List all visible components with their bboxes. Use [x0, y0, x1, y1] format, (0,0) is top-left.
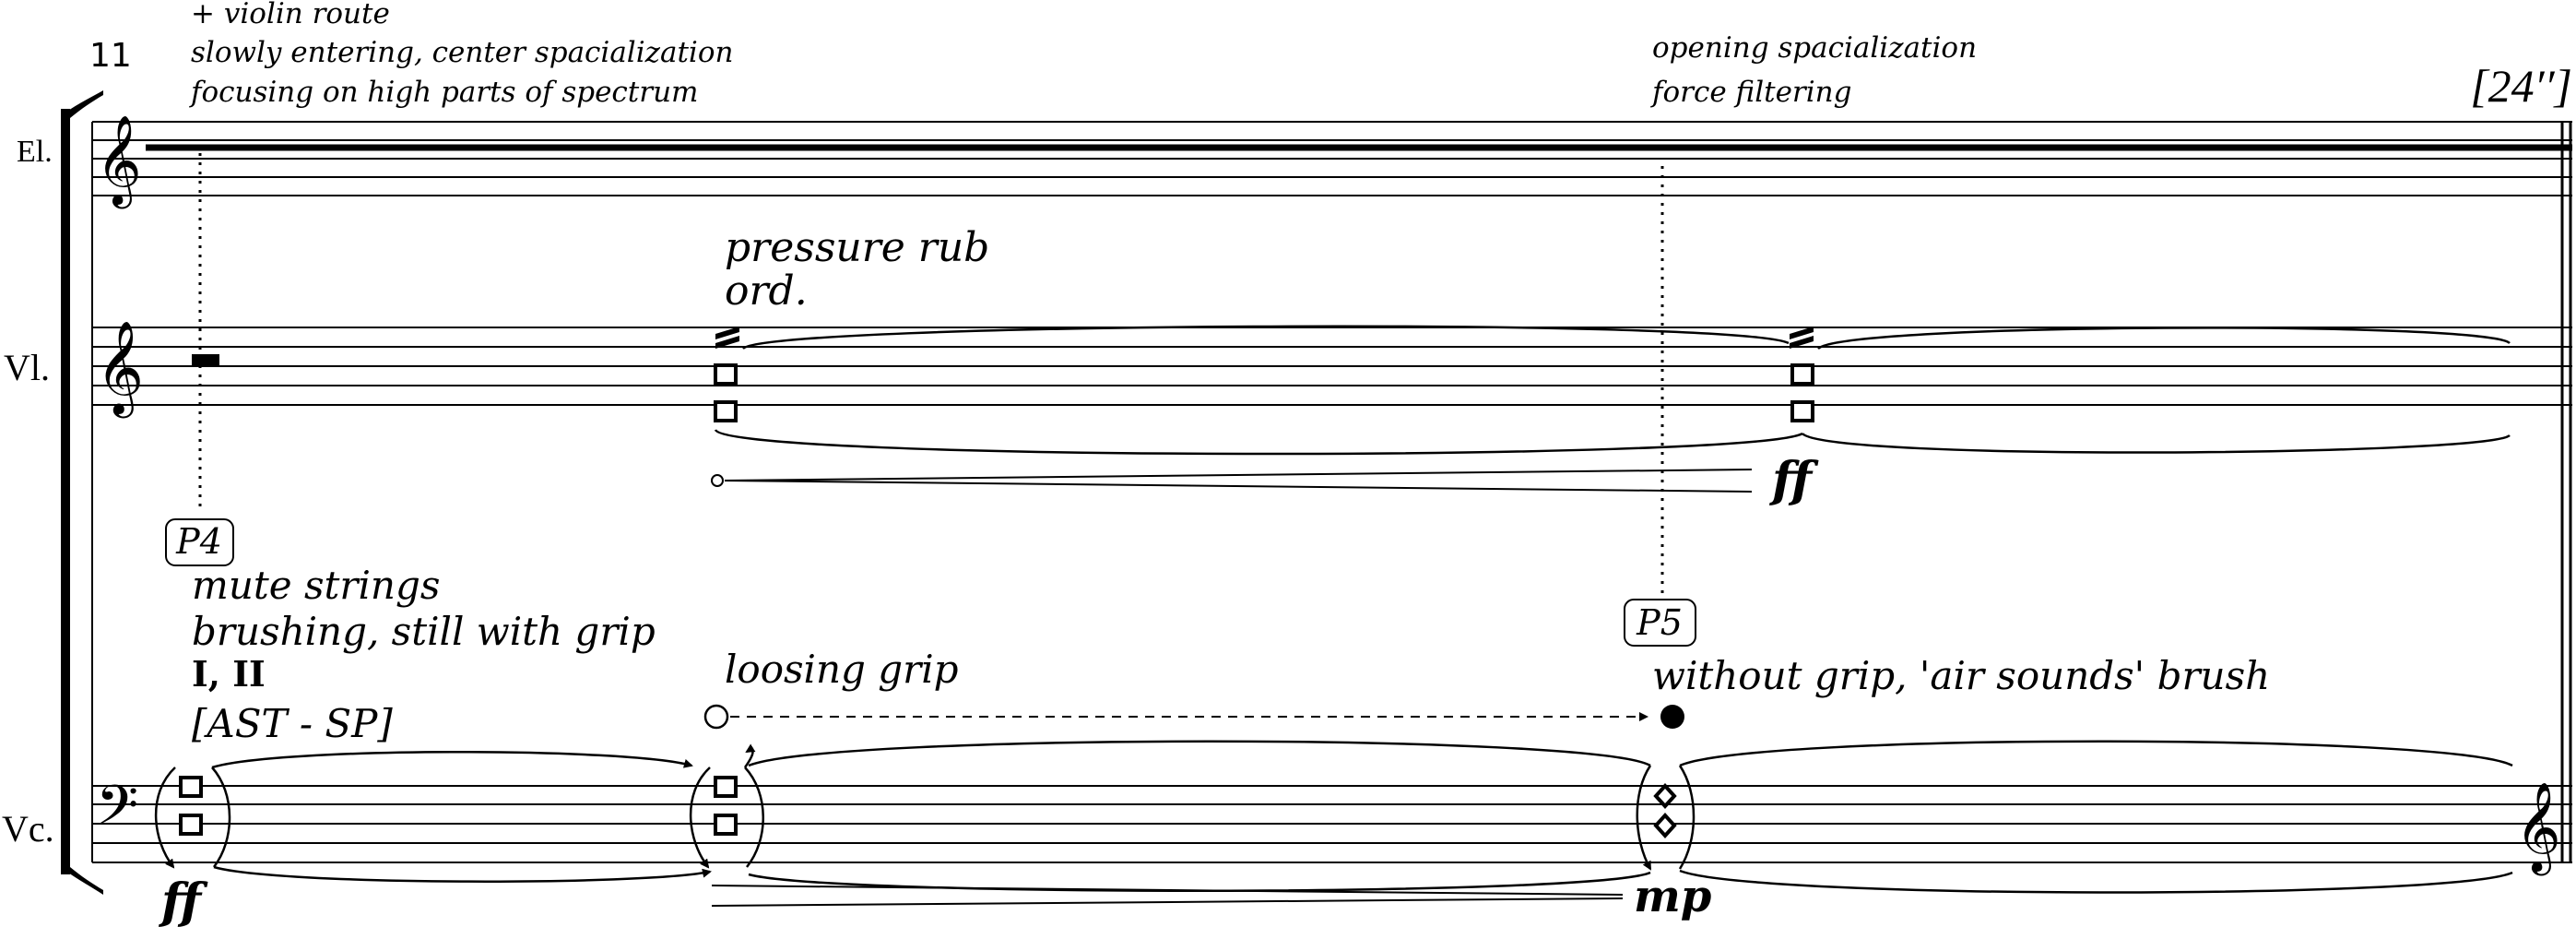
- treble-clef-change-cello: 𝄞: [2515, 781, 2561, 875]
- violin-dynamic: ff: [1768, 452, 1819, 508]
- violin-technique: pressure rub ord.: [725, 224, 989, 315]
- cello-grip-change: loosing grip: [725, 647, 959, 692]
- electronics-note-line: + violin route: [191, 0, 390, 30]
- electronics-note-first: + violin route slowly entering, center s…: [189, 0, 733, 109]
- violin-slur: [714, 325, 2511, 456]
- tremolo-icon: [1790, 327, 1814, 349]
- cello-strings: I, II: [192, 653, 266, 695]
- staff-cello: [92, 785, 2572, 863]
- measure-number: 11: [89, 37, 132, 75]
- bass-clef-cello: 𝄢: [96, 773, 138, 850]
- electronics-note-line: opening spacialization: [1652, 31, 1977, 65]
- cello-air-sounds: without grip, 'air sounds' brush: [1652, 653, 2270, 698]
- treble-clef-violin: 𝄞: [96, 319, 144, 419]
- instrument-name-violin: Vl.: [4, 347, 50, 388]
- violin-crescendo-hairpin: [711, 469, 1753, 493]
- electronics-note-line: force filtering: [1650, 76, 1851, 109]
- electronics-note-line: slowly entering, center spacialization: [191, 36, 733, 69]
- violin-technique-line: pressure rub: [725, 224, 989, 271]
- cello-technique: mute strings brushing, still with grip: [192, 563, 656, 654]
- staff-electronics: [92, 121, 2572, 196]
- cello-slur: [154, 740, 2513, 894]
- violin-technique-line: ord.: [725, 267, 808, 315]
- violin-notehead-square: [714, 363, 1814, 422]
- violin-rest: [192, 354, 219, 366]
- staff-violin: [92, 327, 2572, 406]
- cue-label-p4: P4: [175, 521, 222, 562]
- system-bracket: [61, 90, 103, 895]
- cue-box-p5: P5: [1624, 599, 1696, 647]
- cello-technique-line: mute strings: [192, 563, 440, 608]
- cello-decrescendo-hairpin: [711, 885, 1624, 907]
- cello-end-dynamic: mp: [1634, 871, 1711, 922]
- treble-clef-electronics: 𝄞: [96, 114, 142, 208]
- electronics-note-line: focusing on high parts of spectrum: [189, 76, 698, 109]
- instrument-name-cello: Vc.: [2, 808, 54, 850]
- cello-position: [AST - SP]: [192, 701, 393, 746]
- cello-technique-line: brushing, still with grip: [192, 609, 656, 654]
- cello-notehead-square: [179, 776, 738, 836]
- cue-box-p4: P4: [165, 518, 234, 566]
- tremolo-icon: [715, 327, 739, 349]
- cello-start-dynamic: ff: [158, 874, 208, 927]
- barline-end: [2560, 122, 2572, 862]
- grip-transition-arrow: [703, 704, 1684, 730]
- instrument-name-electronics: El.: [17, 135, 53, 169]
- time-marking: [24′′]: [2470, 60, 2572, 112]
- electronics-note-second: opening spacialization force filtering: [1650, 31, 1977, 109]
- cello-notehead-diamond: [1653, 783, 1677, 838]
- cue-label-p5: P5: [1636, 602, 1683, 643]
